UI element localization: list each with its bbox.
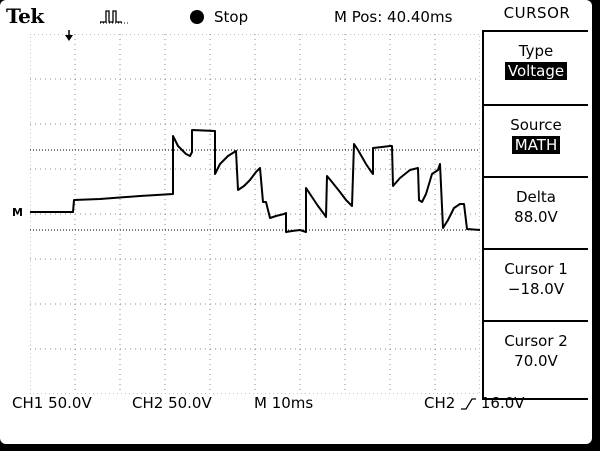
menu-button-source[interactable]: Source MATH — [482, 104, 588, 176]
ch2-scale-readout: CH2 50.0V — [132, 394, 212, 412]
run-state-label: Stop — [214, 8, 249, 26]
acquisition-pulse-icon — [100, 10, 130, 24]
math-waveform-trace — [30, 129, 480, 233]
trigger-position-icon — [65, 30, 73, 41]
status-header: Tek Stop M Pos: 40.40ms — [0, 0, 480, 30]
menu-button-type[interactable]: Type Voltage — [482, 30, 588, 104]
menu-readout-value: 88.0V — [514, 208, 558, 226]
menu-readout-label: Delta — [515, 188, 557, 206]
timebase-readout: M 10ms — [254, 394, 314, 412]
brand-logo: Tek — [6, 4, 44, 28]
trigger-level: 16.0V — [480, 394, 525, 412]
math-ground-marker: M — [12, 206, 23, 219]
menu-readout-value: 70.0V — [514, 352, 558, 370]
menu-readout-cursor-1: Cursor 1 −18.0V — [482, 248, 588, 320]
status-footer: CH1 50.0V CH2 50.0V M 10ms CH2 16.0V — [0, 394, 592, 414]
ch1-scale-readout: CH1 50.0V — [12, 394, 92, 412]
cursor-menu: CURSOR Type Voltage Source MATH Delta 88… — [482, 0, 592, 400]
trigger-source: CH2 — [424, 394, 456, 412]
menu-button-label: Source — [510, 116, 562, 134]
menu-readout-delta: Delta 88.0V — [482, 176, 588, 248]
menu-readout-label: Cursor 1 — [504, 260, 568, 278]
horizontal-position-readout: M Pos: 40.40ms — [334, 8, 453, 26]
run-state-indicator — [190, 10, 204, 24]
menu-readout-label: Cursor 2 — [504, 332, 568, 350]
oscilloscope-screen: Tek Stop M Pos: 40.40ms M CURSOR — [0, 0, 592, 444]
trigger-readout: CH2 16.0V — [424, 394, 525, 412]
menu-button-label: Type — [518, 42, 554, 60]
graticule-grid — [30, 34, 480, 394]
menu-button-value: MATH — [511, 136, 561, 154]
menu-readout-value: −18.0V — [507, 280, 565, 298]
menu-readout-cursor-2: Cursor 2 70.0V — [482, 320, 588, 400]
menu-title: CURSOR — [503, 4, 571, 22]
menu-button-value: Voltage — [504, 62, 568, 80]
waveform-display[interactable] — [30, 34, 480, 394]
rising-edge-icon — [461, 397, 477, 410]
